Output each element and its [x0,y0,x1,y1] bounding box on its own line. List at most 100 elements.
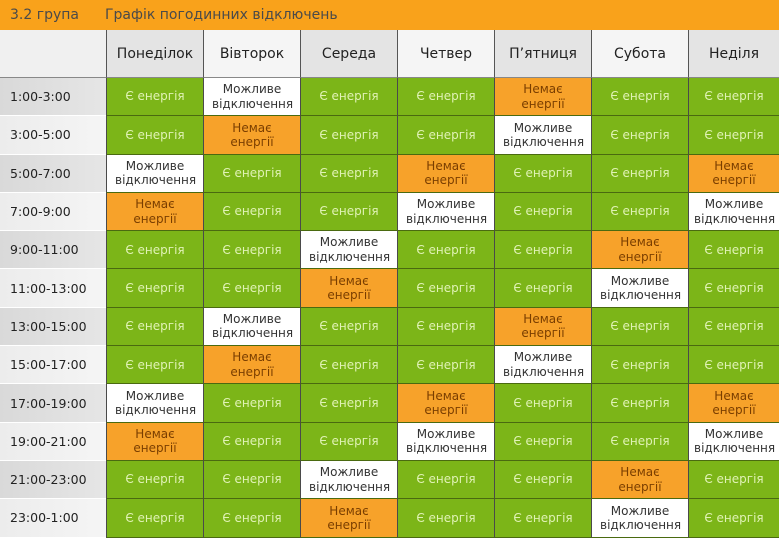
schedule-cell-on: Є енергія [397,78,494,117]
schedule-cell-on: Є енергія [203,154,300,193]
time-slot-label: 21:00-23:00 [0,460,106,500]
schedule-cell-text: Є енергія [513,395,573,410]
schedule-cell-text: Можливе відключення [309,465,391,494]
schedule-cell-on: Є енергія [300,116,397,155]
schedule-cell-text: Є енергія [513,242,573,257]
schedule-cell-text: Є енергія [125,280,185,295]
schedule-cell-text: Немає енергії [712,158,756,188]
schedule-cell-on: Є енергія [397,499,494,538]
page-title: Графік погодинних відключень [105,7,338,23]
schedule-cell-text: Немає енергії [230,350,274,379]
schedule-cell-on: Є енергія [688,499,779,538]
schedule-cell-maybe: Можливе відключення [494,346,591,385]
schedule-cell-maybe: Можливе відключення [591,269,688,308]
schedule-cell-text: Можливе відключення [309,235,391,264]
column-header-day: Субота [591,30,688,78]
time-slot-label: 17:00-19:00 [0,384,106,423]
time-slot-label: 15:00-17:00 [0,346,106,385]
title-bar: 3.2 група Графік погодинних відключень [0,0,779,30]
column-header-day: Вівторок [203,30,300,78]
schedule-cell-off: Немає енергії [106,422,203,461]
schedule-cell-text: Можливе відключення [694,197,776,226]
schedule-cell-on: Є енергія [397,231,494,270]
schedule-cell-text: Можливе відключення [212,82,294,111]
schedule-cell-text: Є енергія [222,166,282,181]
schedule-cell-text: Є енергія [222,472,282,487]
schedule-cell-on: Є енергія [300,384,397,423]
column-header-day: Четвер [397,30,494,78]
schedule-cell-off: Немає енергії [591,231,688,270]
schedule-cell-text: Є енергія [319,166,379,181]
schedule-cell-text: Є енергія [319,434,379,449]
schedule-cell-on: Є енергія [203,231,300,270]
schedule-cell-text: Є енергія [610,166,670,181]
schedule-cell-on: Є енергія [688,460,779,500]
schedule-cell-off: Немає енергії [300,269,397,308]
time-slot-label: 1:00-3:00 [0,78,106,117]
schedule-cell-text: Є енергія [704,319,764,334]
schedule-cell-maybe: Можливе відключення [591,499,688,538]
schedule-cell-text: Можливе відключення [600,503,682,532]
schedule-cell-on: Є енергія [591,422,688,461]
schedule-cell-text: Є енергія [704,127,764,142]
schedule-cell-text: Є енергія [222,280,282,295]
schedule-cell-text: Немає енергії [327,503,371,532]
schedule-cell-text: Можливе відключення [503,120,585,149]
schedule-cell-off: Немає енергії [397,154,494,193]
schedule-cell-text: Немає енергії [327,273,371,303]
schedule-cell-text: Є енергія [513,166,573,181]
schedule-cell-text: Є енергія [416,319,476,334]
schedule-cell-on: Є енергія [494,154,591,193]
schedule-cell-on: Є енергія [106,231,203,270]
column-header-day: Неділя [688,30,779,78]
schedule-table: Понеділок Вівторок Середа Четвер П’ятниця Суб… [0,30,779,538]
schedule-cell-text: Є енергія [222,434,282,449]
schedule-cell-text: Є енергія [416,89,476,104]
schedule-cell-text: Є енергія [125,319,185,334]
schedule-cell-on: Є енергія [203,192,300,232]
schedule-cell-on: Є енергія [494,192,591,232]
schedule-cell-maybe: Можливе відключення [494,116,591,155]
schedule-cell-text: Немає енергії [618,465,662,494]
schedule-cell-off: Немає енергії [688,154,779,193]
schedule-cell-text: Немає енергії [521,312,565,341]
schedule-cell-on: Є енергія [397,269,494,308]
schedule-cell-text: Є енергія [222,510,282,525]
schedule-cell-maybe: Можливе відключення [397,422,494,461]
schedule-cell-on: Є енергія [494,231,591,270]
schedule-cell-on: Є енергія [591,78,688,117]
schedule-cell-text: Є енергія [704,472,764,487]
schedule-cell-text: Можливе відключення [406,197,488,226]
schedule-cell-on: Є енергія [203,422,300,461]
schedule-cell-text: Є енергія [610,357,670,372]
schedule-cell-off: Немає енергії [494,78,591,117]
schedule-cell-text: Немає енергії [521,82,565,111]
schedule-cell-on: Є енергія [106,499,203,538]
schedule-cell-text: Можливе відключення [406,426,488,456]
schedule-cell-on: Є енергія [106,346,203,385]
column-header-day: Середа [300,30,397,78]
schedule-cell-text: Є енергія [222,204,282,219]
schedule-cell-text: Є енергія [704,89,764,104]
schedule-cell-on: Є енергія [106,78,203,117]
schedule-cell-on: Є енергія [106,269,203,308]
schedule-cell-on: Є енергія [591,384,688,423]
schedule-cell-off: Немає енергії [300,499,397,538]
schedule-cell-maybe: Можливе відключення [688,192,779,232]
schedule-cell-text: Немає енергії [712,388,756,418]
schedule-cell-on: Є енергія [494,499,591,538]
schedule-cell-text: Є енергія [610,434,670,449]
schedule-cell-on: Є енергія [300,154,397,193]
schedule-cell-text: Є енергія [416,472,476,487]
schedule-cell-on: Є енергія [591,154,688,193]
schedule-cell-on: Є енергія [688,116,779,155]
time-slot-label: 9:00-11:00 [0,231,106,270]
schedule-cell-on: Є енергія [688,346,779,385]
time-slot-label: 5:00-7:00 [0,154,106,193]
schedule-cell-on: Є енергія [591,346,688,385]
schedule-cell-on: Є енергія [397,116,494,155]
schedule-cell-off: Немає енергії [494,307,591,347]
schedule-cell-on: Є енергія [494,269,591,308]
schedule-cell-on: Є енергія [203,384,300,423]
schedule-cell-text: Є енергія [513,280,573,295]
